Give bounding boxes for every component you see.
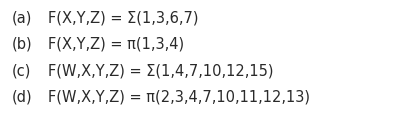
Text: F(X,Y,Z) = π(1,3,4): F(X,Y,Z) = π(1,3,4) <box>48 36 184 52</box>
Text: (a): (a) <box>12 10 33 25</box>
Text: F(W,X,Y,Z) = Σ(1,4,7,10,12,15): F(W,X,Y,Z) = Σ(1,4,7,10,12,15) <box>48 63 274 78</box>
Text: (b): (b) <box>12 36 33 52</box>
Text: (c): (c) <box>12 63 31 78</box>
Text: F(X,Y,Z) = Σ(1,3,6,7): F(X,Y,Z) = Σ(1,3,6,7) <box>48 10 198 25</box>
Text: F(W,X,Y,Z) = π(2,3,4,7,10,11,12,13): F(W,X,Y,Z) = π(2,3,4,7,10,11,12,13) <box>48 90 310 104</box>
Text: (d): (d) <box>12 90 33 104</box>
